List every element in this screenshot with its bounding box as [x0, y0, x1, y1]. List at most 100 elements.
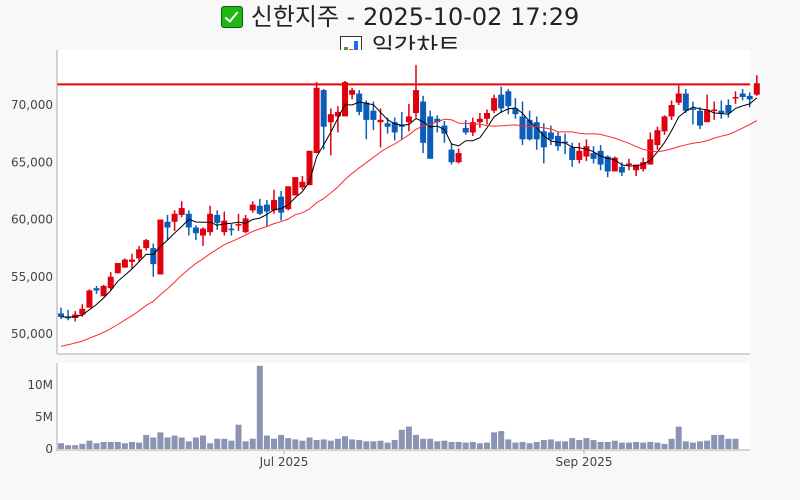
candle: [356, 93, 363, 112]
volume-bar: [427, 438, 434, 449]
candle: [583, 146, 590, 157]
candle: [320, 90, 327, 127]
candle: [334, 111, 341, 117]
volume-bar: [349, 439, 356, 449]
candle: [704, 109, 711, 123]
volume-bar: [519, 441, 526, 449]
volume-bar: [562, 441, 569, 449]
volume-bar: [334, 438, 341, 449]
candle: [207, 213, 214, 233]
volume-bar: [363, 441, 370, 449]
candle: [498, 94, 505, 109]
candle: [675, 93, 682, 103]
volume-bar: [697, 441, 703, 449]
volume-bar: [242, 441, 249, 449]
candle: [143, 240, 150, 249]
candle: [434, 118, 441, 123]
candle: [164, 221, 171, 228]
candle: [668, 105, 675, 117]
y-tick-label: 50,000: [11, 327, 53, 341]
volume-bar: [725, 438, 732, 449]
candle: [555, 135, 561, 147]
volume-bar: [604, 441, 611, 449]
ma-short-line: [60, 97, 758, 318]
volume-bar: [533, 441, 540, 449]
volume-bars: [58, 365, 739, 449]
volume-bar: [143, 434, 150, 449]
volume-bar: [377, 440, 384, 449]
volume-bar: [79, 443, 86, 449]
candle: [576, 150, 583, 160]
volume-bar: [405, 426, 412, 449]
volume-bar: [299, 440, 306, 449]
candle: [540, 131, 547, 148]
volume-bar: [661, 443, 668, 449]
volume-bar: [491, 432, 498, 449]
volume-bar: [150, 437, 157, 449]
candle: [647, 139, 654, 165]
volume-bar: [107, 441, 114, 449]
candle: [732, 96, 739, 99]
candle: [682, 93, 689, 111]
candle: [697, 110, 703, 126]
volume-bar: [342, 436, 348, 449]
volume-tick-label: 0: [45, 442, 53, 456]
volume-bar: [214, 438, 221, 449]
candle: [278, 196, 285, 213]
volume-bar: [72, 445, 79, 449]
candle: [448, 149, 455, 163]
volume-bar: [313, 440, 320, 449]
candle: [292, 177, 299, 196]
candle: [547, 132, 554, 140]
volume-bar: [129, 441, 135, 449]
candle: [228, 228, 235, 231]
volume-tick-label: 10M: [27, 378, 53, 392]
volume-bar: [640, 442, 647, 449]
chart-title: 신한지주 - 2025-10-02 17:29: [0, 2, 800, 32]
volume-bar: [434, 441, 441, 449]
candle: [249, 204, 256, 211]
candle: [171, 213, 178, 222]
volume-bar: [121, 443, 128, 449]
volume-bar: [569, 438, 576, 449]
volume-bar: [192, 437, 199, 449]
candle: [129, 259, 135, 262]
candle: [384, 123, 391, 127]
volume-bar: [618, 442, 625, 449]
volume-bar: [682, 441, 689, 449]
volume-tick-label: 5M: [35, 410, 53, 424]
ma-long-line: [60, 118, 758, 347]
volume-bar: [583, 438, 590, 449]
volume-bar: [263, 435, 270, 449]
volume-bar: [512, 442, 519, 449]
candle: [618, 166, 625, 173]
candle: [597, 150, 604, 165]
candle: [689, 108, 696, 110]
candle: [86, 290, 93, 308]
volume-bar: [136, 442, 143, 449]
volume-bar: [256, 365, 263, 449]
candle: [100, 285, 107, 297]
volume-bar: [185, 441, 192, 449]
candle: [746, 95, 753, 100]
candle: [377, 119, 384, 123]
volume-bar: [547, 439, 554, 449]
y-tick-label: 60,000: [11, 213, 53, 227]
candle: [611, 157, 618, 172]
candle: [58, 313, 64, 317]
volume-bar: [178, 437, 185, 449]
candle: [491, 98, 498, 111]
candle: [221, 220, 228, 233]
y-tick-label: 55,000: [11, 270, 53, 284]
candle: [661, 116, 668, 132]
volume-bar: [668, 438, 675, 449]
candle: [753, 83, 760, 95]
candle: [370, 110, 377, 120]
candle: [604, 156, 611, 172]
volume-bar: [732, 438, 739, 449]
candle: [413, 90, 419, 114]
check-icon: [220, 6, 243, 28]
candle: [136, 249, 143, 259]
candle: [271, 200, 277, 211]
volume-bar: [704, 440, 711, 449]
